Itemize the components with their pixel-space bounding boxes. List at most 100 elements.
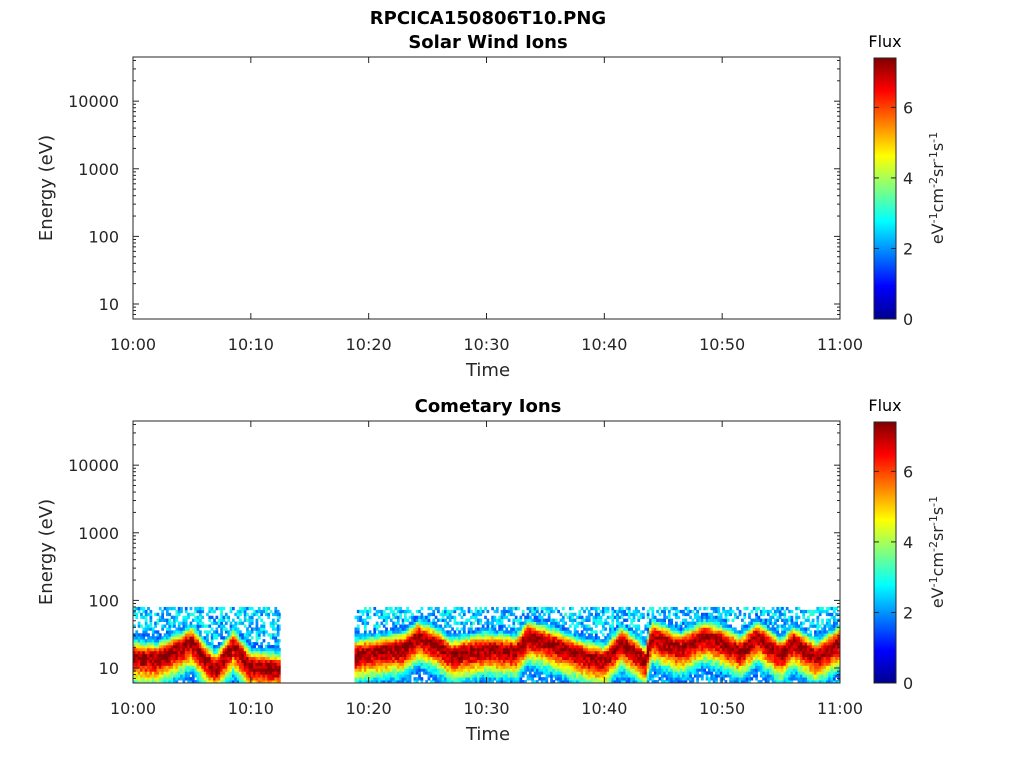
spectrogram-cell	[375, 642, 379, 646]
spectrogram-cell	[503, 647, 506, 652]
spectrogram-cell	[620, 621, 624, 625]
spectrogram-cell	[705, 677, 709, 681]
spectrogram-cell	[528, 609, 532, 614]
spectrogram-cell	[387, 674, 391, 678]
spectrogram-cell	[524, 659, 527, 663]
spectrogram-cell	[444, 656, 447, 660]
spectrogram-cell	[408, 636, 412, 640]
spectrogram-cell	[378, 662, 381, 666]
spectrogram-cell	[637, 618, 641, 622]
spectrogram-cell	[660, 680, 664, 683]
spectrogram-cell	[722, 668, 725, 672]
spectrogram-cell	[149, 662, 153, 666]
spectrogram-cell	[180, 674, 183, 678]
spectrogram-cell	[646, 621, 650, 625]
spectrogram-cell	[599, 609, 603, 614]
spectrogram-cell	[703, 668, 707, 672]
spectrogram-cell	[580, 642, 584, 646]
spectrogram-cell	[472, 656, 476, 660]
spectrogram-cell	[637, 639, 641, 643]
spectrogram-cell	[154, 656, 157, 660]
spectrogram-cell	[239, 621, 242, 625]
spectrogram-cell	[637, 644, 641, 649]
spectrogram-cell	[691, 633, 695, 637]
spectrogram-cell	[491, 656, 494, 660]
spectrogram-cell	[236, 639, 240, 643]
spectrogram-cell	[627, 665, 631, 669]
spectrogram-cell	[510, 627, 513, 631]
spectrogram-cell	[267, 671, 271, 675]
spectrogram-cell	[229, 650, 233, 655]
spectrogram-cell	[165, 656, 169, 660]
spectrogram-cell	[634, 656, 638, 660]
spectrogram-cell	[465, 671, 469, 675]
spectrogram-cell	[241, 606, 245, 611]
spectrogram-cell	[484, 647, 487, 652]
spectrogram-cell	[184, 606, 188, 611]
spectrogram-cell	[243, 639, 247, 643]
spectrogram-cell	[646, 677, 650, 681]
spectrogram-cell	[682, 630, 685, 634]
spectrogram-cell	[366, 639, 370, 643]
spectrogram-cell	[408, 674, 412, 678]
spectrogram-cell	[644, 636, 648, 640]
spectrogram-cell	[649, 650, 652, 655]
spectrogram-cell	[571, 659, 575, 663]
spectrogram-cell	[458, 636, 461, 640]
spectrogram-cell	[613, 644, 617, 649]
spectrogram-cell	[547, 624, 551, 628]
spectrogram-cell	[168, 621, 172, 625]
spectrogram-cell	[554, 653, 558, 658]
spectrogram-cell	[250, 644, 254, 649]
spectrogram-cell	[460, 674, 464, 678]
spectrogram-cell	[371, 668, 374, 672]
spectrogram-cell	[224, 630, 228, 634]
spectrogram-cell	[415, 650, 419, 655]
spectrogram-cell	[366, 674, 370, 678]
spectrogram-cell	[217, 659, 221, 663]
spectrogram-cell	[154, 621, 157, 625]
spectrogram-cell	[227, 674, 231, 678]
spectrogram-cell	[587, 639, 591, 643]
spectrogram-cell	[144, 630, 148, 634]
spectrogram-cell	[154, 642, 157, 646]
spectrogram-cell	[632, 650, 636, 655]
spectrogram-cell	[142, 630, 146, 634]
spectrogram-cell	[243, 668, 247, 672]
spectrogram-cell	[484, 644, 487, 649]
spectrogram-cell	[517, 621, 520, 625]
spectrogram-cell	[679, 609, 683, 614]
spectrogram-cell	[703, 618, 707, 622]
spectrogram-cell	[705, 647, 709, 652]
spectrogram-cell	[696, 662, 699, 666]
spectrogram-cell	[601, 680, 605, 683]
spectrogram-cell	[651, 636, 655, 640]
spectrogram-cell	[389, 618, 393, 622]
spectrogram-cell	[196, 668, 200, 672]
spectrogram-cell	[375, 650, 379, 655]
spectrogram-cell	[255, 612, 259, 617]
spectrogram-cell	[597, 606, 601, 611]
spectrogram-cell	[246, 644, 249, 649]
spectrogram-cell	[507, 647, 511, 652]
spectrogram-cell	[521, 636, 525, 640]
spectrogram-cell	[632, 636, 636, 640]
spectrogram-cell	[137, 639, 141, 643]
spectrogram-cell	[229, 674, 233, 678]
spectrogram-cell	[528, 630, 532, 634]
spectrogram-cell	[710, 659, 714, 663]
spectrogram-cell	[394, 612, 398, 617]
spectrogram-cell	[660, 639, 664, 643]
spectrogram-cell	[693, 627, 697, 631]
spectrogram-cell	[618, 647, 622, 652]
spectrogram-cell	[446, 612, 450, 617]
spectrogram-cell	[503, 633, 506, 637]
spectrogram-cell	[606, 662, 610, 666]
spectrogram-cell	[561, 644, 565, 649]
spectrogram-cell	[649, 630, 652, 634]
spectrogram-cell	[177, 606, 181, 611]
spectrogram-cell	[543, 606, 546, 611]
spectrogram-cell	[597, 647, 601, 652]
spectrogram-cell	[663, 606, 667, 611]
spectrogram-cell	[215, 674, 219, 678]
